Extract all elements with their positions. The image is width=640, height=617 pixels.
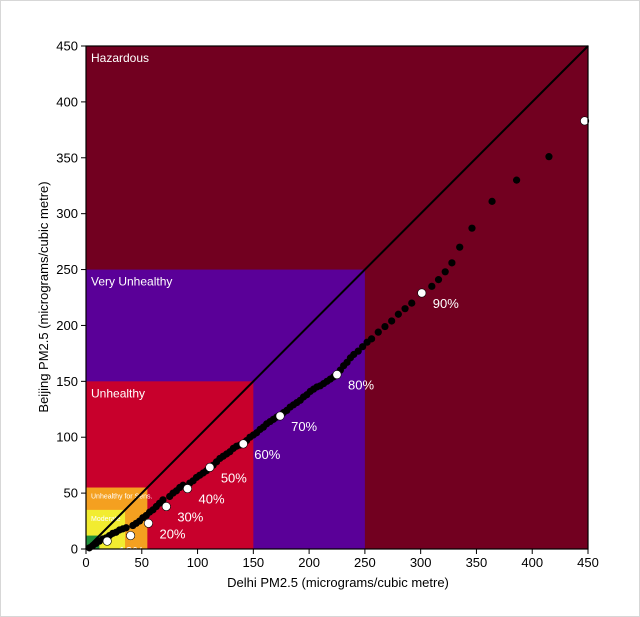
data-point	[456, 243, 464, 251]
zone-label-unhealthy: Unhealthy	[91, 386, 145, 400]
data-point	[428, 282, 436, 290]
milestone-point	[275, 411, 285, 421]
data-point	[408, 299, 416, 307]
zone-label-unhealthy-for-sens: Unhealthy for Sens.	[91, 494, 153, 501]
milestone-point	[238, 439, 248, 449]
milestone-point	[205, 462, 215, 472]
milestone-label: 30%	[177, 510, 203, 525]
data-point	[545, 153, 553, 161]
data-points: 10% 20%30% 40% 50% 60% 70% 80% 90% 98%	[85, 116, 622, 559]
zone-label-very-unhealthy: Very Unhealthy	[91, 275, 172, 289]
milestone-label: 20%	[159, 526, 185, 541]
x-tick-label: 50	[135, 555, 149, 570]
x-tick-label: 150	[242, 555, 264, 570]
milestone-point	[161, 502, 171, 512]
milestone-point	[126, 531, 136, 541]
data-point	[122, 524, 130, 532]
data-point	[354, 347, 362, 355]
x-axis-title: Delhi PM2.5 (micrograms/cubic metre)	[227, 575, 449, 590]
y-tick-label: 400	[56, 94, 78, 109]
milestone-label: 80%	[348, 378, 374, 393]
zone-label-moderate: Moderate	[91, 516, 121, 523]
data-point	[448, 259, 456, 267]
diagonal-line	[85, 45, 589, 550]
milestone-label: 90%	[433, 296, 459, 311]
data-point	[513, 176, 521, 184]
data-point	[441, 268, 449, 276]
milestone-point	[102, 536, 112, 546]
x-tick-label: 350	[466, 555, 488, 570]
milestone-label: 60%	[254, 447, 280, 462]
milestone-label: 10%	[118, 544, 144, 559]
x-tick-label: 200	[298, 555, 320, 570]
milestone-point	[183, 484, 193, 494]
x-tick-label: 300	[410, 555, 432, 570]
axes: 0 50 100 150 200 250 300 350 400 450 0 50 100 150 200 2…	[56, 39, 599, 571]
diagonal-reference-line	[85, 45, 589, 550]
y-tick-label: 150	[56, 374, 78, 389]
x-tick-label: 250	[354, 555, 376, 570]
data-point	[394, 310, 402, 318]
x-tick-label: 100	[187, 555, 209, 570]
y-tick-label: 300	[56, 206, 78, 221]
data-point	[367, 335, 376, 343]
y-axis-title: Beijing PM2.5 (micrograms/cubic metre)	[36, 181, 51, 412]
data-point	[401, 305, 409, 313]
data-point	[359, 343, 367, 351]
x-tick-label: 450	[577, 555, 599, 570]
y-tick-label: 450	[56, 39, 78, 54]
data-point	[374, 328, 382, 336]
y-tick-label: 100	[56, 430, 78, 445]
milestone-point	[143, 518, 153, 528]
y-tick-label: 0	[71, 542, 78, 557]
data-point	[159, 496, 167, 504]
milestone-label: 70%	[291, 419, 317, 434]
x-tick-label: 400	[521, 555, 543, 570]
data-point	[434, 276, 443, 284]
x-tick-label: 0	[82, 555, 89, 570]
y-tick-label: 350	[56, 150, 78, 165]
y-tick-label: 200	[56, 318, 78, 333]
y-tick-label: 50	[64, 486, 78, 501]
milestone-point	[580, 116, 590, 126]
milestone-label: 50%	[221, 470, 247, 485]
data-point	[468, 224, 476, 232]
zone-label-hazardous: Hazardous	[91, 51, 149, 65]
milestone-label: 98%	[596, 124, 622, 139]
data-point	[388, 317, 396, 325]
data-point	[488, 197, 496, 205]
milestone-point	[417, 288, 427, 298]
data-point	[381, 322, 389, 331]
y-tick-label: 250	[56, 262, 78, 277]
milestone-point	[332, 370, 342, 380]
plot-border	[85, 45, 589, 550]
milestone-label: 40%	[199, 492, 225, 507]
